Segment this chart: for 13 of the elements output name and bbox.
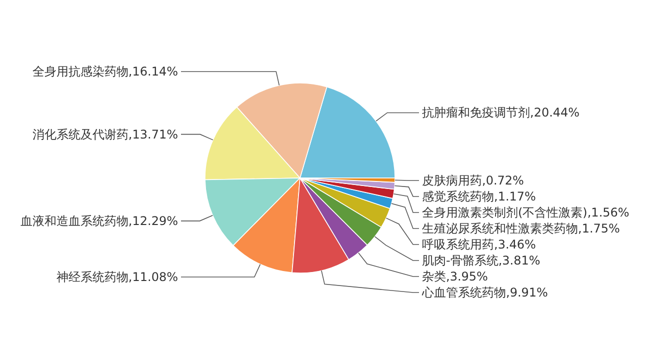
slice-label: 全身用抗感染药物,16.14% [32,64,178,79]
slice-label: 神经系统药物,11.08% [56,270,178,284]
slice-label: 肌肉-骨骼系统,3.81% [422,253,540,268]
slice-label: 生殖泌尿系统和性激素类药物,1.75% [422,221,620,236]
slice-label: 心血管系统药物,9.91% [421,285,548,300]
slice-label: 皮肤病用药,0.72% [422,173,524,188]
slice-label: 消化系统及代谢药,13.71% [32,127,178,142]
slice-label: 杂类,3.95% [422,269,488,284]
slice-label: 全身用激素类制剂(不含性激素),1.56% [422,205,630,220]
slice-label: 呼吸系统用药,3.46% [422,237,536,252]
slice-label: 感觉系统药物,1.17% [422,189,536,204]
slice-label: 血液和造血系统药物,12.29% [20,214,178,228]
slice-label: 抗肿瘤和免疫调节剂,20.44% [422,106,580,120]
